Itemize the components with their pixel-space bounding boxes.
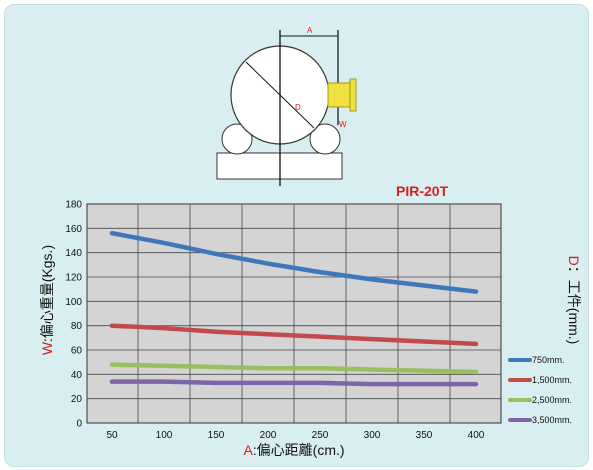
flange-weight bbox=[327, 82, 351, 108]
y-tick-label: 0 bbox=[76, 419, 82, 430]
right-axis-label-rest: ：工件(mm.) bbox=[566, 266, 582, 345]
y-tick-label: 140 bbox=[65, 248, 82, 259]
y-axis-label-letter: W bbox=[39, 341, 55, 355]
x-tick-label: 100 bbox=[156, 430, 173, 441]
x-tick-label: 400 bbox=[468, 430, 485, 441]
series-line-3 bbox=[109, 362, 479, 375]
x-tick-label: 300 bbox=[364, 430, 381, 441]
legend: 750mm. 1,500mm. 2,500mm. 3,500mm. bbox=[508, 355, 572, 425]
grid-lines bbox=[87, 204, 501, 423]
x-axis-label-letter: A bbox=[243, 442, 253, 458]
diagram-label-a: A bbox=[307, 26, 313, 35]
right-roller bbox=[309, 123, 341, 155]
left-roller bbox=[221, 123, 253, 155]
series-line-2 bbox=[109, 323, 479, 347]
diameter-line bbox=[245, 61, 315, 129]
flange-plate bbox=[349, 78, 357, 112]
y-tick-label: 160 bbox=[65, 224, 82, 235]
right-axis-label: D：工件(mm.) bbox=[566, 256, 582, 345]
y-axis-label-rest: :偏心重量(Kgs.) bbox=[39, 245, 55, 342]
legend-label: 1,500mm. bbox=[532, 375, 572, 385]
series-line-1 bbox=[109, 230, 479, 294]
legend-label: 3,500mm. bbox=[532, 415, 572, 425]
y-axis-label: W:偏心重量(Kgs.) bbox=[39, 245, 55, 355]
x-tick-label: 200 bbox=[260, 430, 277, 441]
series-line-4 bbox=[109, 379, 479, 387]
y-tick-labels: 0 20 40 60 80 100 120 140 160 180 bbox=[65, 200, 82, 430]
y-tick-label: 180 bbox=[65, 200, 82, 211]
x-tick-label: 150 bbox=[208, 430, 225, 441]
x-tick-label: 50 bbox=[106, 430, 118, 441]
machine-diagram: A D W bbox=[216, 26, 357, 186]
diagram-label-d: D bbox=[295, 103, 301, 112]
x-axis-label-rest: :偏心距離(cm.) bbox=[253, 442, 345, 458]
legend-label: 750mm. bbox=[532, 355, 565, 365]
right-axis-label-letter: D bbox=[566, 256, 582, 266]
chart-title: PIR-20T bbox=[396, 183, 449, 199]
y-tick-label: 80 bbox=[71, 321, 83, 332]
diagram-label-w: W bbox=[339, 120, 347, 129]
x-tick-label: 350 bbox=[416, 430, 433, 441]
y-tick-label: 120 bbox=[65, 273, 82, 284]
y-tick-label: 100 bbox=[65, 297, 82, 308]
x-axis-label: A:偏心距離(cm.) bbox=[243, 442, 344, 458]
y-tick-label: 60 bbox=[71, 346, 83, 357]
y-tick-label: 40 bbox=[71, 370, 83, 381]
series-lines bbox=[109, 230, 479, 387]
x-tick-label: 250 bbox=[312, 430, 329, 441]
legend-label: 2,500mm. bbox=[532, 395, 572, 405]
y-tick-label: 20 bbox=[71, 394, 83, 405]
x-tick-labels: 50 100 150 200 250 300 350 400 bbox=[106, 430, 484, 441]
